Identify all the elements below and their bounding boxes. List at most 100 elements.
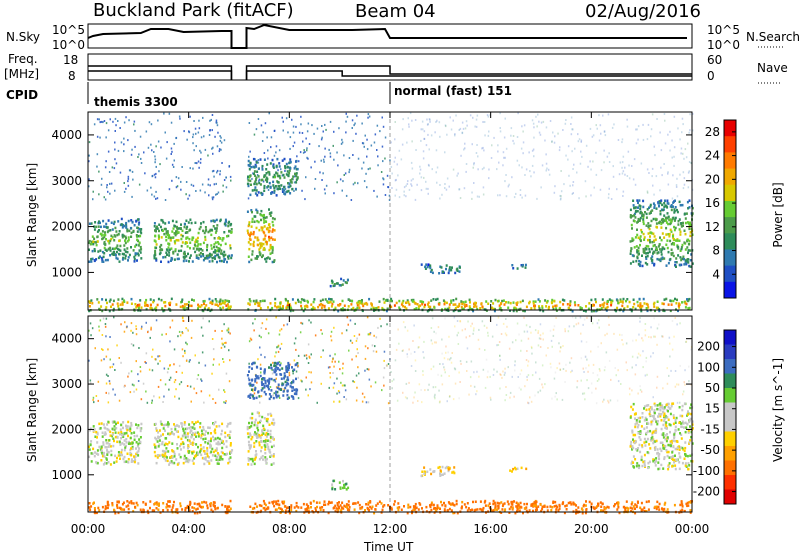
velocity-noise-cell — [617, 369, 619, 372]
power-noise-cell — [634, 183, 637, 186]
velocity-noise-cell — [511, 375, 513, 378]
power-noise-cell — [524, 194, 527, 197]
power-feature-cell — [462, 301, 465, 304]
velocity-noise-cell — [545, 354, 547, 357]
power-noise-cell — [305, 137, 307, 140]
power-feature-cell — [443, 302, 446, 306]
power-noise-cell — [289, 136, 292, 139]
power-feature-cell — [641, 254, 643, 257]
power-feature-cell — [261, 228, 264, 232]
power-noise-cell — [229, 175, 232, 178]
power-feature-cell — [688, 297, 691, 301]
power-noise-cell — [218, 148, 221, 151]
power-noise-cell — [567, 158, 569, 161]
velocity-noise-cell — [208, 320, 210, 323]
power-feature-cell — [259, 183, 262, 186]
power-noise-cell — [211, 198, 214, 201]
power-noise-cell — [505, 147, 508, 150]
power-feature-cell — [253, 172, 255, 176]
velocity-noise-cell — [188, 360, 191, 363]
velocity-feature-cell — [247, 450, 250, 453]
velocity-feature-cell — [114, 454, 117, 458]
velocity-feature-cell — [98, 445, 101, 449]
velocity-noise-cell — [421, 401, 423, 404]
velocity-noise-cell — [88, 359, 90, 362]
velocity-noise-cell — [608, 323, 610, 326]
power-feature-cell — [166, 253, 168, 256]
power-feature-cell — [90, 242, 93, 246]
power-feature-cell — [341, 283, 344, 286]
power-noise-cell — [98, 118, 100, 121]
velocity-feature-cell — [276, 390, 279, 394]
power-noise-cell — [410, 179, 413, 182]
power-noise-cell — [140, 157, 142, 160]
velocity-feature-cell — [690, 435, 693, 439]
power-feature-cell — [259, 246, 262, 249]
velocity-noise-cell — [264, 356, 266, 359]
power-feature-cell — [645, 244, 648, 248]
power-feature-cell — [223, 222, 226, 226]
velocity-noise-cell — [402, 349, 404, 352]
power-noise-cell — [502, 151, 505, 154]
power-noise-cell — [687, 142, 689, 145]
velocity-feature-cell — [171, 456, 174, 459]
power-noise-cell — [155, 197, 157, 200]
power-feature-cell — [664, 199, 666, 202]
power-feature-cell — [645, 307, 648, 310]
velocity-feature-cell — [246, 425, 249, 429]
power-feature-cell — [661, 257, 664, 261]
velocity-noise-cell — [650, 326, 652, 329]
power-feature-cell — [386, 307, 389, 310]
power-feature-cell — [198, 249, 201, 252]
power-noise-cell — [333, 158, 335, 161]
velocity-feature-cell — [669, 440, 672, 443]
power-noise-cell — [307, 122, 310, 125]
power-feature-cell — [88, 309, 91, 313]
power-feature-cell — [271, 191, 274, 194]
power-feature-cell — [180, 237, 183, 241]
velocity-feature-cell — [251, 379, 253, 382]
velocity-feature-cell — [187, 450, 190, 453]
power-feature-cell — [215, 229, 218, 233]
velocity-noise-cell — [140, 398, 143, 401]
velocity-noise-cell — [595, 387, 597, 390]
power-noise-cell — [100, 120, 103, 123]
power-noise-cell — [103, 196, 105, 199]
velocity-feature-cell — [247, 459, 250, 462]
velocity-feature-cell — [202, 425, 205, 429]
velocity-feature-cell — [254, 431, 256, 434]
power-feature-cell — [512, 309, 515, 313]
power-feature-cell — [178, 227, 180, 230]
power-feature-cell — [170, 258, 173, 261]
power-noise-cell — [186, 138, 188, 141]
velocity-feature-cell — [114, 431, 117, 434]
power-feature-cell — [282, 305, 284, 308]
power-feature-cell — [630, 223, 633, 227]
velocity-noise-cell — [443, 368, 446, 371]
velocity-noise-cell — [561, 398, 564, 401]
power-noise-cell — [198, 119, 200, 122]
velocity-noise-cell — [559, 368, 562, 371]
power-feature-cell — [214, 257, 216, 260]
velocity-feature-cell — [690, 403, 693, 406]
velocity-feature-cell — [283, 372, 286, 375]
velocity-feature-cell — [637, 416, 640, 420]
power-noise-cell — [228, 165, 230, 168]
power-feature-cell — [127, 238, 130, 242]
power-feature-cell — [157, 297, 160, 301]
power-feature-cell — [221, 252, 224, 255]
power-feature-cell — [121, 226, 124, 229]
velocity-noise-cell — [338, 400, 341, 403]
velocity-noise-cell — [523, 316, 525, 319]
velocity-feature-cell — [649, 447, 652, 450]
power-feature-cell — [538, 300, 541, 303]
velocity-feature-cell — [137, 462, 140, 465]
velocity-feature-cell — [164, 423, 167, 427]
power-feature-cell — [124, 254, 127, 257]
power-noise-cell — [430, 134, 433, 137]
power-feature-cell — [605, 306, 608, 310]
velocity-feature-cell — [88, 448, 91, 451]
velocity-feature-cell — [182, 434, 185, 437]
power-noise-cell — [688, 170, 690, 173]
velocity-feature-cell — [682, 448, 685, 451]
